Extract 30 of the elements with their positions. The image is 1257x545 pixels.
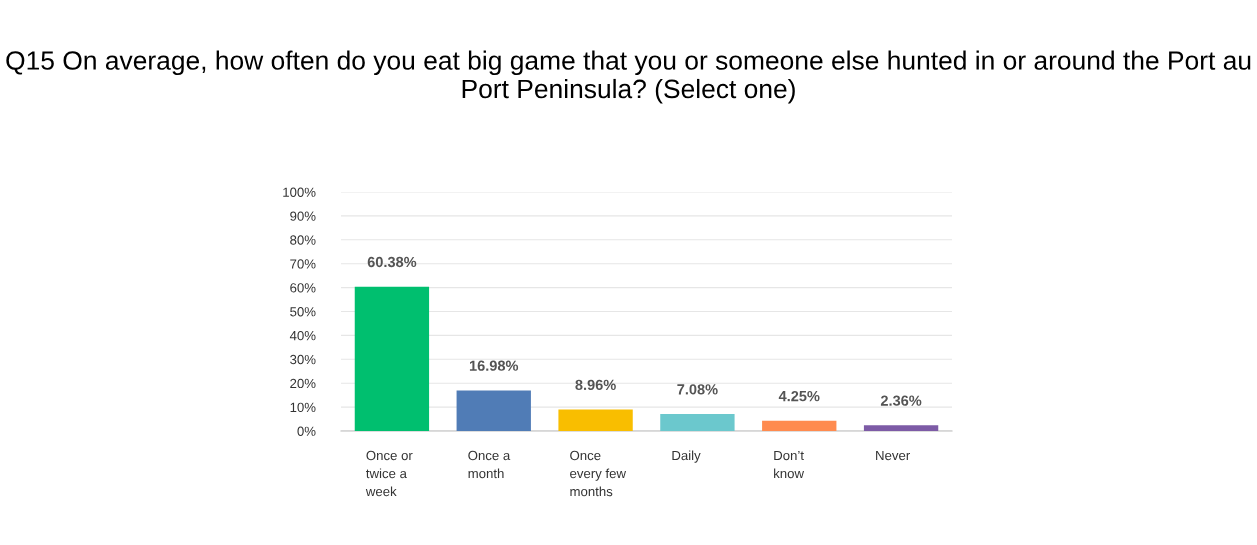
bar [558,409,633,431]
y-tick-label: 60% [290,283,316,293]
x-tick-label: Once every few months [570,450,627,497]
y-tick-label: 70% [290,259,316,269]
x-tick-label: Don’t know [774,450,805,479]
x-tick-label: Daily [672,450,701,463]
y-tick-label: 10% [290,402,316,413]
bar [354,286,430,431]
y-tick-label: 40% [289,330,316,341]
data-label: 8.96% [575,379,616,391]
chart-title: Q15 On average, how often do you eat big game that you or someone else hunted in or around the Port au Port Peninsula? (Select one) [6,50,1251,104]
y-tick-label: 90% [290,211,316,221]
x-tick-label: Once or twice a week [365,450,413,497]
bar [863,425,939,431]
y-tick-label: 50% [290,307,316,317]
x-tick-label: Once a month [468,450,511,479]
x-tick-label: Never [876,450,910,461]
data-label: 7.08% [677,384,718,395]
y-tick-label: 80% [290,235,316,245]
y-tick-label: 30% [290,354,316,365]
y-tick-label: 100% [283,187,316,197]
y-tick-label: 20% [290,378,316,389]
bar [456,390,531,431]
data-label: 16.98% [469,360,519,371]
data-label: 2.36% [880,395,922,406]
bar [660,414,735,431]
data-label: 60.38% [367,256,417,268]
data-label: 4.25% [778,390,820,402]
y-tick-label: 0% [297,426,316,436]
bar [762,420,837,431]
